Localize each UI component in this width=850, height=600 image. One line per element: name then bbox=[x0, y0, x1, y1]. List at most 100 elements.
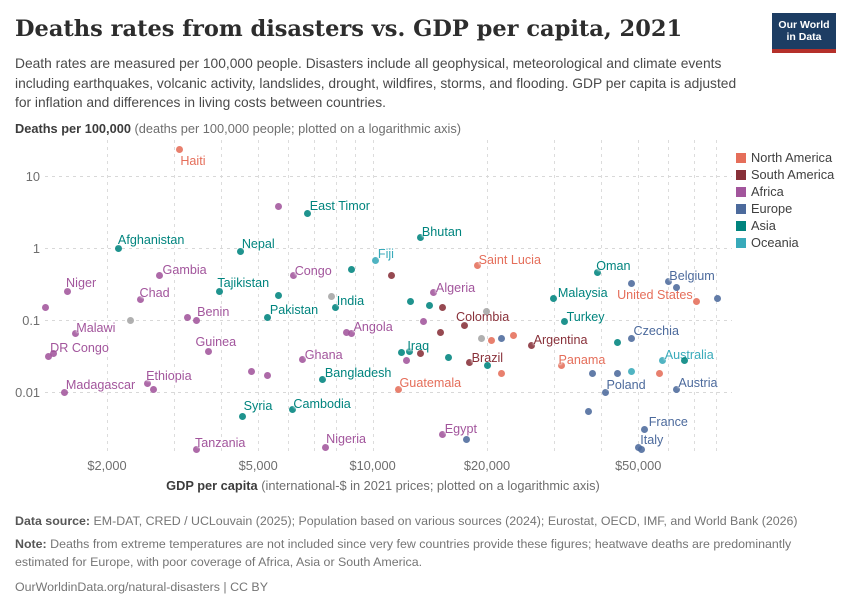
data-point[interactable] bbox=[714, 294, 722, 302]
legend-item-asia[interactable]: Asia bbox=[736, 217, 834, 234]
legend-item-south_america[interactable]: South America bbox=[736, 166, 834, 183]
data-point[interactable] bbox=[498, 334, 506, 342]
data-point-united-states[interactable] bbox=[692, 298, 700, 306]
data-point[interactable] bbox=[403, 357, 411, 365]
data-point-tanzania[interactable] bbox=[193, 445, 201, 453]
data-point[interactable] bbox=[126, 316, 134, 324]
data-point-angola[interactable] bbox=[348, 330, 355, 338]
data-point-dr-congo[interactable] bbox=[44, 353, 52, 361]
data-point-congo[interactable] bbox=[290, 272, 298, 280]
data-point-guatemala[interactable] bbox=[395, 385, 403, 393]
citation-link[interactable]: OurWorldinData.org/natural-disasters | C… bbox=[15, 579, 268, 594]
data-point-poland[interactable] bbox=[601, 388, 609, 396]
data-point[interactable] bbox=[149, 385, 157, 393]
data-point[interactable] bbox=[407, 298, 415, 306]
data-point[interactable] bbox=[613, 338, 621, 346]
data-point-panama[interactable] bbox=[557, 362, 565, 370]
country-label: Gambia bbox=[162, 262, 207, 277]
data-point[interactable] bbox=[274, 202, 282, 210]
data-point-algeria[interactable] bbox=[430, 289, 438, 297]
data-point-iraq[interactable] bbox=[405, 347, 413, 355]
data-point-belgium[interactable] bbox=[664, 278, 672, 286]
data-point-nigeria[interactable] bbox=[321, 443, 329, 451]
data-point-fiji[interactable] bbox=[372, 257, 380, 265]
data-point[interactable] bbox=[264, 371, 272, 379]
data-point-gambia[interactable] bbox=[156, 272, 164, 280]
legend-item-europe[interactable]: Europe bbox=[736, 200, 834, 217]
data-point[interactable] bbox=[589, 370, 597, 378]
data-point[interactable] bbox=[50, 350, 58, 358]
x-tick-label: $10,000 bbox=[349, 458, 396, 473]
data-point[interactable] bbox=[387, 272, 395, 280]
country-label: Brazil bbox=[471, 351, 504, 366]
data-point-niger[interactable] bbox=[63, 287, 71, 295]
data-point[interactable] bbox=[680, 357, 688, 365]
data-point[interactable] bbox=[417, 350, 425, 358]
data-point[interactable] bbox=[463, 435, 471, 443]
legend-item-north_america[interactable]: North America bbox=[736, 149, 834, 166]
data-point-tajikistan[interactable] bbox=[215, 287, 223, 295]
data-point-austria[interactable] bbox=[672, 385, 680, 393]
data-point-bhutan[interactable] bbox=[417, 233, 425, 241]
data-point[interactable] bbox=[510, 332, 518, 340]
x-gridline bbox=[693, 140, 695, 452]
legend-item-africa[interactable]: Africa bbox=[736, 183, 834, 200]
data-point[interactable] bbox=[343, 329, 351, 337]
data-point-haiti[interactable] bbox=[175, 146, 183, 154]
data-point-madagascar[interactable] bbox=[61, 388, 69, 396]
data-point-malaysia[interactable] bbox=[550, 294, 558, 302]
data-point-saint-lucia[interactable] bbox=[474, 261, 482, 269]
data-point-oman[interactable] bbox=[593, 269, 601, 277]
data-point-ghana[interactable] bbox=[299, 356, 307, 364]
data-point[interactable] bbox=[42, 303, 50, 311]
x-gridline bbox=[107, 140, 108, 452]
data-point-pakistan[interactable] bbox=[264, 313, 272, 321]
country-label: Egypt bbox=[444, 422, 477, 437]
data-point-egypt[interactable] bbox=[439, 430, 447, 438]
data-point[interactable] bbox=[397, 349, 405, 357]
data-point[interactable] bbox=[444, 354, 452, 362]
data-point-syria[interactable] bbox=[239, 413, 247, 421]
data-point-ethiopia[interactable] bbox=[143, 380, 151, 388]
data-point[interactable] bbox=[348, 265, 355, 273]
data-point[interactable] bbox=[247, 368, 255, 376]
data-point-east-timor[interactable] bbox=[304, 210, 312, 218]
data-point[interactable] bbox=[672, 284, 680, 292]
data-point[interactable] bbox=[482, 308, 490, 316]
data-point-cambodia[interactable] bbox=[288, 405, 296, 413]
data-point[interactable] bbox=[478, 334, 486, 342]
data-point[interactable] bbox=[439, 303, 447, 311]
data-point-brazil[interactable] bbox=[466, 358, 474, 366]
data-point[interactable] bbox=[437, 328, 445, 336]
data-point[interactable] bbox=[637, 445, 645, 453]
data-point[interactable] bbox=[656, 370, 664, 378]
data-point[interactable] bbox=[193, 316, 201, 324]
data-point[interactable] bbox=[585, 408, 593, 416]
data-point-guinea[interactable] bbox=[205, 347, 213, 355]
data-point[interactable] bbox=[328, 293, 336, 301]
data-point[interactable] bbox=[483, 362, 491, 370]
data-point-argentina[interactable] bbox=[528, 342, 536, 350]
data-point[interactable] bbox=[627, 368, 635, 376]
data-point-benin[interactable] bbox=[183, 313, 191, 321]
data-point-australia[interactable] bbox=[659, 357, 667, 365]
data-point[interactable] bbox=[627, 280, 635, 288]
data-point-czechia[interactable] bbox=[627, 334, 635, 342]
data-point[interactable] bbox=[419, 318, 427, 326]
data-point-nepal[interactable] bbox=[237, 248, 245, 256]
data-point-bangladesh[interactable] bbox=[319, 375, 327, 383]
data-point-malawi[interactable] bbox=[71, 330, 79, 338]
data-point-turkey[interactable] bbox=[561, 318, 569, 326]
data-point-afghanistan[interactable] bbox=[115, 245, 123, 253]
data-point-france[interactable] bbox=[641, 426, 649, 434]
data-point[interactable] bbox=[498, 370, 506, 378]
data-point-colombia[interactable] bbox=[460, 322, 468, 330]
legend-item-oceania[interactable]: Oceania bbox=[736, 234, 834, 251]
data-point[interactable] bbox=[425, 301, 433, 309]
owid-logo[interactable]: Our World in Data bbox=[772, 13, 836, 53]
data-point[interactable] bbox=[274, 291, 282, 299]
data-point[interactable] bbox=[613, 370, 621, 378]
data-point[interactable] bbox=[487, 336, 495, 344]
data-point-chad[interactable] bbox=[136, 296, 144, 304]
data-point-india[interactable] bbox=[332, 303, 340, 311]
